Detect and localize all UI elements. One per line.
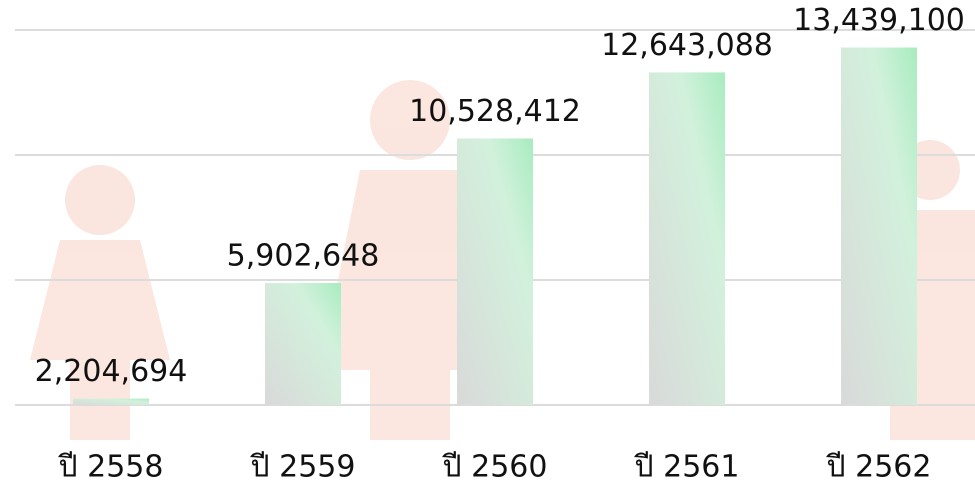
bar bbox=[841, 48, 917, 405]
value-label: 2,204,694 bbox=[35, 354, 188, 389]
value-label: 5,902,648 bbox=[227, 239, 380, 274]
x-tick-label: ปี 2559 bbox=[250, 450, 356, 485]
value-label: 13,439,100 bbox=[793, 3, 965, 38]
x-tick-label: ปี 2558 bbox=[58, 450, 164, 485]
bar bbox=[73, 399, 149, 405]
x-tick-label: ปี 2560 bbox=[442, 450, 548, 485]
bar bbox=[265, 283, 341, 405]
value-label: 10,528,412 bbox=[409, 94, 581, 129]
x-tick-label: ปี 2561 bbox=[634, 450, 740, 485]
bar bbox=[649, 72, 725, 405]
chart: ปี 2558 2,204,694 ปี 2559 5,902,648 ปี 2560 1… bbox=[0, 0, 975, 487]
bar bbox=[457, 138, 533, 405]
value-label: 12,643,088 bbox=[601, 28, 773, 63]
x-tick-label: ปี 2562 bbox=[826, 450, 932, 485]
